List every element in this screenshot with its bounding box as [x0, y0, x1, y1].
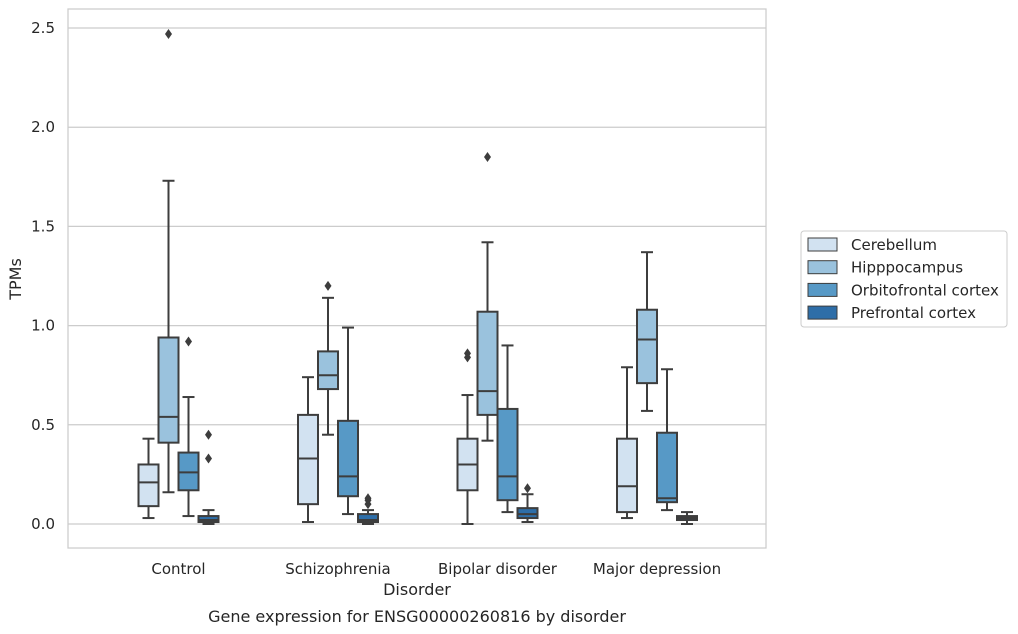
x-axis-label: Disorder	[383, 580, 451, 599]
plot-area-frame	[67, 8, 767, 549]
x-tick-label: Schizophrenia	[285, 560, 390, 578]
outlier-point	[324, 280, 332, 291]
box-iqr	[656, 431, 678, 504]
box-orbitofrontal-cortex	[656, 368, 678, 512]
y-tick-label: 2.0	[31, 118, 55, 136]
outlier-point	[205, 453, 212, 464]
outlier-point	[185, 336, 192, 347]
box-iqr	[357, 513, 379, 524]
box-orbitofrontal-cortex	[337, 326, 359, 516]
legend-label: Orbitofrontal cortex	[851, 281, 999, 299]
box-hipppocampus	[317, 280, 339, 436]
box-cerebellum	[297, 376, 319, 524]
y-tick-label: 0.0	[31, 515, 55, 533]
legend-swatch	[807, 260, 838, 275]
legend-label: Cerebellum	[851, 236, 937, 254]
gridlines	[68, 27, 766, 525]
box-hipppocampus	[636, 251, 658, 412]
box-iqr	[157, 336, 180, 444]
box-cerebellum	[137, 437, 160, 520]
x-tick-label: Bipolar disorder	[438, 560, 558, 578]
y-axis-ticks: 0.0 0.5 1.0 1.5 2.0 2.5	[31, 19, 55, 533]
legend-swatch	[807, 282, 838, 297]
x-axis-ticks: Control Schizophrenia Bipolar disorder Majo…	[151, 560, 721, 578]
box-prefrontal-cortex	[357, 493, 379, 525]
box-iqr	[616, 437, 638, 514]
chart-caption: Gene expression for ENSG00000260816 by d…	[208, 607, 626, 626]
box-prefrontal-cortex	[197, 429, 220, 525]
outlier-point	[524, 483, 531, 494]
y-tick-label: 1.5	[31, 217, 55, 235]
box-orbitofrontal-cortex	[177, 336, 200, 518]
box-iqr	[636, 308, 658, 385]
legend: Cerebellum Hipppocampus Orbitofrontal cort…	[800, 230, 1008, 328]
legend-label: Hipppocampus	[851, 259, 963, 277]
box-iqr	[317, 350, 339, 391]
box-cerebellum	[456, 348, 479, 525]
box-hipppocampus	[157, 28, 180, 494]
legend-label: Prefrontal cortex	[851, 304, 976, 322]
x-tick-label: Major depression	[593, 560, 721, 578]
legend-swatch	[807, 237, 838, 252]
y-tick-label: 1.0	[31, 317, 55, 335]
outlier-point	[464, 348, 471, 359]
box-prefrontal-cortex	[676, 511, 698, 525]
outlier-point	[484, 151, 491, 162]
box-prefrontal-cortex	[516, 483, 539, 524]
box-series	[137, 28, 698, 525]
box-iqr	[137, 463, 160, 508]
y-tick-label: 0.5	[31, 416, 55, 434]
outlier-point	[364, 493, 372, 504]
legend-swatch	[807, 305, 838, 320]
box-hipppocampus	[476, 151, 499, 442]
x-tick-label: Control	[151, 560, 205, 578]
box-iqr	[337, 419, 359, 498]
outlier-point	[205, 429, 212, 440]
box-cerebellum	[616, 366, 638, 520]
box-orbitofrontal-cortex	[496, 344, 519, 514]
y-axis-label: TPMs	[6, 258, 25, 301]
y-tick-label: 2.5	[31, 19, 55, 37]
box-iqr	[496, 407, 519, 502]
outlier-point	[165, 28, 172, 39]
legend-frame	[800, 230, 1008, 328]
box-iqr	[476, 310, 499, 416]
